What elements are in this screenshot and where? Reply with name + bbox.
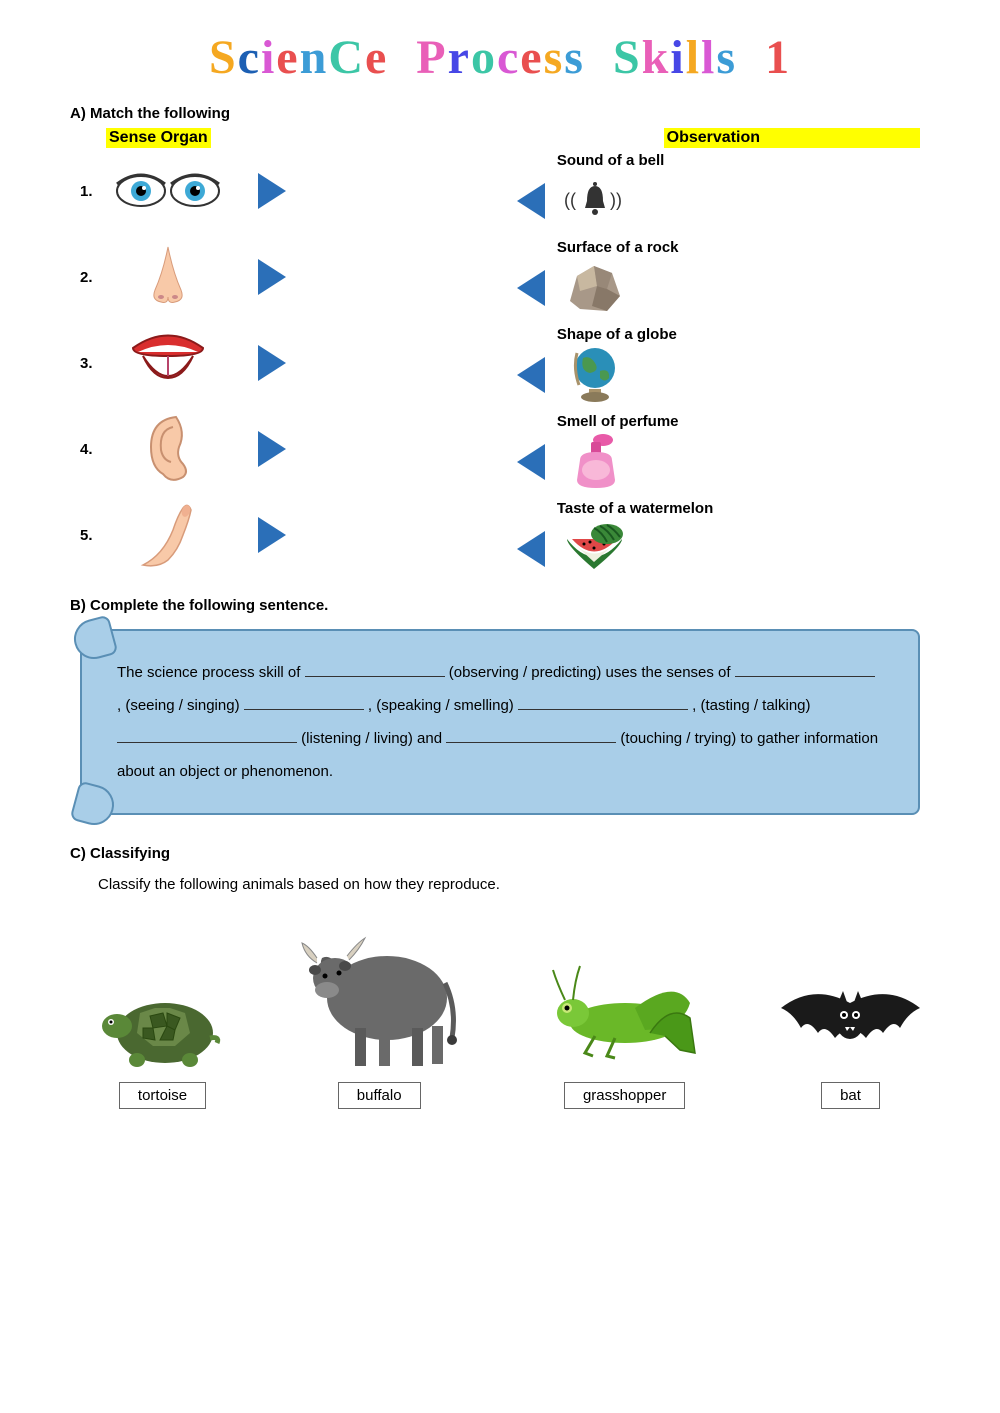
perfume-icon: [560, 432, 630, 492]
obs-row-perfume[interactable]: Smell of perfume: [517, 413, 920, 492]
arrow-right-icon[interactable]: [258, 431, 286, 467]
sense-row-tongue[interactable]: 3.: [80, 324, 483, 402]
sentence-text: , (seeing / singing): [117, 697, 244, 714]
sentence-text: , (tasting / talking): [692, 697, 810, 714]
bat-icon: [773, 973, 928, 1073]
nose-icon: [108, 238, 228, 316]
scroll-decoration: [70, 615, 119, 664]
obs-row-bell[interactable]: Sound of a bell (( )): [517, 152, 920, 231]
finger-icon: [108, 496, 228, 574]
obs-row-globe[interactable]: Shape of a globe: [517, 326, 920, 405]
bell-icon: (( )): [560, 171, 630, 231]
obs-label: Sound of a bell: [557, 152, 920, 169]
arrow-left-icon[interactable]: [517, 357, 545, 393]
animal-tortoise[interactable]: tortoise: [80, 978, 245, 1109]
eyes-icon: [108, 152, 228, 230]
sentence-text: , (speaking / smelling): [368, 697, 518, 714]
row-number: 1.: [80, 183, 108, 200]
buffalo-icon: [287, 908, 472, 1073]
section-c-label: C) Classifying: [70, 845, 930, 862]
right-column: Sound of a bell (( )) Surface of a rock: [517, 152, 920, 587]
blank-input[interactable]: [518, 692, 688, 710]
sense-row-ear[interactable]: 4.: [80, 410, 483, 488]
ear-icon: [108, 410, 228, 488]
row-number: 2.: [80, 269, 108, 286]
left-column: 1. 2.: [80, 152, 483, 587]
arrow-right-icon[interactable]: [258, 259, 286, 295]
blank-input[interactable]: [244, 692, 364, 710]
arrow-left-icon[interactable]: [517, 444, 545, 480]
blank-input[interactable]: [735, 659, 875, 677]
animal-label: bat: [821, 1082, 880, 1109]
blank-input[interactable]: [446, 725, 616, 743]
arrow-right-icon[interactable]: [258, 517, 286, 553]
sense-row-finger[interactable]: 5.: [80, 496, 483, 574]
sentence-text: (listening / living) and: [301, 730, 446, 747]
sense-row-nose[interactable]: 2.: [80, 238, 483, 316]
row-number: 3.: [80, 355, 108, 372]
obs-label: Smell of perfume: [557, 413, 920, 430]
watermelon-icon: [560, 519, 630, 579]
animal-buffalo[interactable]: buffalo: [280, 908, 478, 1109]
sense-row-eyes[interactable]: 1.: [80, 152, 483, 230]
rock-icon: [560, 258, 630, 318]
row-number: 5.: [80, 527, 108, 544]
obs-row-rock[interactable]: Surface of a rock: [517, 239, 920, 318]
arrow-right-icon[interactable]: [258, 345, 286, 381]
section-a-label: A) Match the following: [70, 105, 930, 122]
obs-label: Shape of a globe: [557, 326, 920, 343]
animal-bat[interactable]: bat: [771, 973, 930, 1109]
svg-text:((: ((: [564, 190, 576, 210]
arrow-left-icon[interactable]: [517, 183, 545, 219]
globe-icon: [560, 345, 630, 405]
blank-input[interactable]: [305, 659, 445, 677]
sense-organ-header: Sense Organ: [106, 128, 211, 148]
grasshopper-icon: [535, 958, 715, 1073]
sentence-text: (observing / predicting) uses the senses…: [449, 664, 735, 681]
arrow-right-icon[interactable]: [258, 173, 286, 209]
tongue-icon: [108, 324, 228, 402]
section-c-instruction: Classify the following animals based on …: [98, 876, 930, 893]
animals-row: tortoise buffalo: [70, 908, 930, 1109]
animal-label: buffalo: [338, 1082, 421, 1109]
matching-area: 1. 2.: [70, 152, 930, 587]
arrow-left-icon[interactable]: [517, 531, 545, 567]
blank-input[interactable]: [117, 725, 297, 743]
scroll-decoration: [70, 781, 119, 830]
obs-label: Surface of a rock: [557, 239, 920, 256]
animal-grasshopper[interactable]: grasshopper: [513, 958, 736, 1109]
observation-header: Observation: [664, 128, 920, 148]
page-title: ScienCe Process Skills 1: [70, 30, 930, 85]
arrow-left-icon[interactable]: [517, 270, 545, 306]
tortoise-icon: [95, 978, 230, 1073]
animal-label: tortoise: [119, 1082, 206, 1109]
animal-label: grasshopper: [564, 1082, 685, 1109]
row-number: 4.: [80, 441, 108, 458]
obs-row-watermelon[interactable]: Taste of a watermelon: [517, 500, 920, 579]
sentence-box: The science process skill of (observing …: [80, 629, 920, 815]
section-b-label: B) Complete the following sentence.: [70, 597, 930, 614]
obs-label: Taste of a watermelon: [557, 500, 920, 517]
sentence-text: The science process skill of: [117, 664, 305, 681]
svg-text:)): )): [610, 190, 622, 210]
